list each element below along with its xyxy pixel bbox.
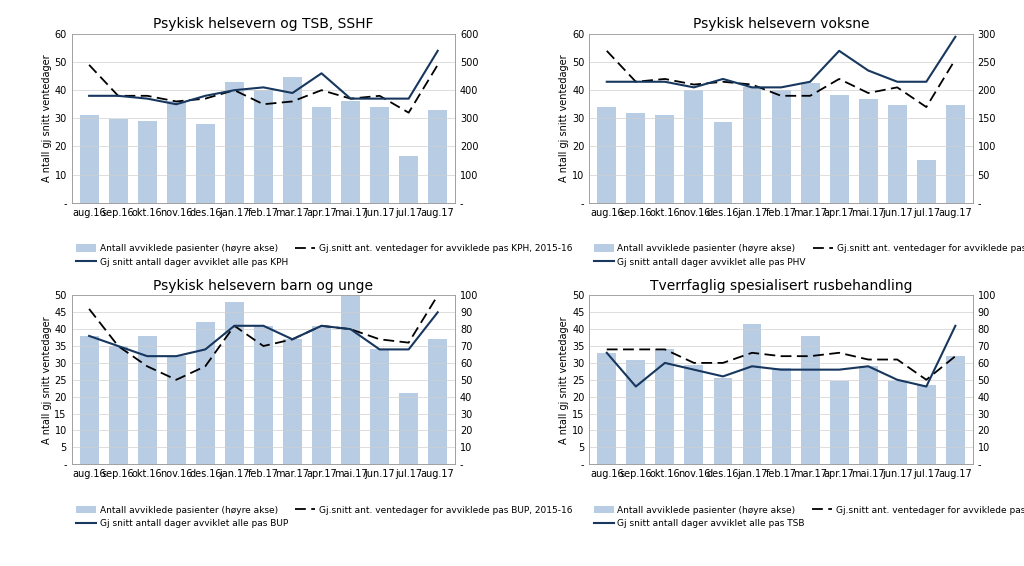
Bar <box>167 101 185 203</box>
Bar <box>138 121 157 203</box>
Bar <box>428 110 447 203</box>
Bar <box>655 115 675 203</box>
Bar <box>80 115 98 203</box>
Bar <box>312 107 331 203</box>
Bar <box>312 326 331 464</box>
Title: Psykisk helsevern barn og unge: Psykisk helsevern barn og unge <box>154 279 374 293</box>
Bar <box>167 356 185 464</box>
Bar <box>742 324 762 464</box>
Y-axis label: A ntall gj snitt ventedager: A ntall gj snitt ventedager <box>42 54 51 182</box>
Bar <box>888 105 906 203</box>
Bar <box>888 381 906 464</box>
Bar <box>283 77 302 203</box>
Bar <box>225 302 244 464</box>
Legend: Antall avviklede pasienter (høyre akse), Gj snitt antall dager avviklet alle pas: Antall avviklede pasienter (høyre akse),… <box>594 506 1024 528</box>
Bar <box>772 90 791 203</box>
Bar <box>627 359 645 464</box>
Bar <box>655 349 675 464</box>
Bar <box>684 90 703 203</box>
Bar <box>714 378 732 464</box>
Bar <box>254 326 272 464</box>
Bar <box>370 107 389 203</box>
Bar <box>225 82 244 203</box>
Bar <box>684 365 703 464</box>
Bar <box>341 295 360 464</box>
Bar <box>946 356 965 464</box>
Bar <box>138 336 157 464</box>
Bar <box>254 90 272 203</box>
Title: Tverrfaglig spesialisert rusbehandling: Tverrfaglig spesialisert rusbehandling <box>650 279 912 293</box>
Bar <box>801 83 819 203</box>
Legend: Antall avviklede pasienter (høyre akse), Gj snitt antall dager avviklet alle pas: Antall avviklede pasienter (høyre akse),… <box>76 245 572 267</box>
Bar <box>627 113 645 203</box>
Bar <box>742 87 762 203</box>
Bar <box>109 346 128 464</box>
Bar <box>196 323 215 464</box>
Bar <box>946 105 965 203</box>
Bar <box>916 160 936 203</box>
Title: Psykisk helsevern voksne: Psykisk helsevern voksne <box>693 18 869 31</box>
Bar <box>370 349 389 464</box>
Y-axis label: A ntall gj snitt ventedager: A ntall gj snitt ventedager <box>559 54 569 182</box>
Y-axis label: A ntall gj snitt ventedager: A ntall gj snitt ventedager <box>559 316 569 444</box>
Bar <box>283 339 302 464</box>
Bar <box>597 353 616 464</box>
Y-axis label: A ntall gj snitt ventedager: A ntall gj snitt ventedager <box>42 316 51 444</box>
Bar <box>597 107 616 203</box>
Bar <box>714 122 732 203</box>
Bar <box>859 366 878 464</box>
Title: Psykisk helsevern og TSB, SSHF: Psykisk helsevern og TSB, SSHF <box>154 18 374 31</box>
Bar <box>829 95 849 203</box>
Bar <box>428 339 447 464</box>
Bar <box>772 368 791 464</box>
Bar <box>341 101 360 203</box>
Bar <box>80 336 98 464</box>
Bar <box>109 119 128 203</box>
Bar <box>196 125 215 203</box>
Bar <box>916 385 936 464</box>
Bar <box>859 98 878 203</box>
Bar <box>801 336 819 464</box>
Legend: Antall avviklede pasienter (høyre akse), Gj snitt antall dager avviklet alle pas: Antall avviklede pasienter (høyre akse),… <box>594 245 1024 267</box>
Legend: Antall avviklede pasienter (høyre akse), Gj snitt antall dager avviklet alle pas: Antall avviklede pasienter (høyre akse),… <box>76 506 572 528</box>
Bar <box>399 393 418 464</box>
Bar <box>829 381 849 464</box>
Bar <box>399 156 418 203</box>
